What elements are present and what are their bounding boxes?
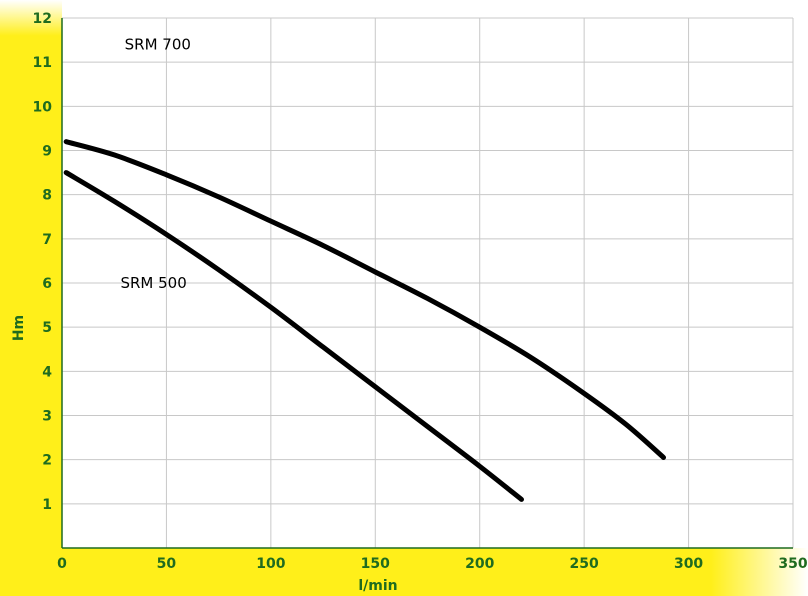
y-tick-label-11: 11 — [33, 55, 52, 71]
series-line-srm-500 — [63, 170, 524, 502]
y-tick-label-6: 6 — [42, 276, 52, 292]
y-tick-label-8: 8 — [42, 188, 52, 204]
x-tick-label-350: 350 — [778, 556, 807, 572]
series-lines — [63, 139, 667, 502]
y-tick-label-1: 1 — [42, 497, 52, 513]
x-tick-label-300: 300 — [674, 556, 703, 572]
y-tick-label-3: 3 — [42, 409, 52, 425]
y-tick-label-4: 4 — [42, 364, 52, 380]
y-axis-title: Hm — [11, 315, 27, 341]
x-tick-label-250: 250 — [570, 556, 599, 572]
y-axis-band — [0, 0, 62, 596]
y-tick-label-2: 2 — [42, 453, 52, 469]
x-tick-label-200: 200 — [465, 556, 494, 572]
x-tick-label-100: 100 — [256, 556, 285, 572]
y-tick-label-12: 12 — [33, 11, 52, 27]
series-label-srm-700: SRM 700 — [125, 36, 191, 54]
series-line-srm-700 — [63, 139, 667, 460]
axes — [61, 18, 793, 549]
x-tick-label-0: 0 — [57, 556, 67, 572]
y-tick-label-10: 10 — [33, 99, 53, 115]
grid — [62, 17, 794, 548]
y-tick-label-5: 5 — [42, 320, 52, 336]
x-axis-band — [0, 548, 808, 596]
x-axis-title: l/min — [358, 578, 397, 594]
y-tick-label-9: 9 — [42, 144, 52, 160]
series-label-srm-500: SRM 500 — [120, 274, 186, 292]
x-tick-label-150: 150 — [361, 556, 390, 572]
y-tick-label-7: 7 — [42, 232, 52, 248]
x-tick-label-50: 50 — [157, 556, 177, 572]
